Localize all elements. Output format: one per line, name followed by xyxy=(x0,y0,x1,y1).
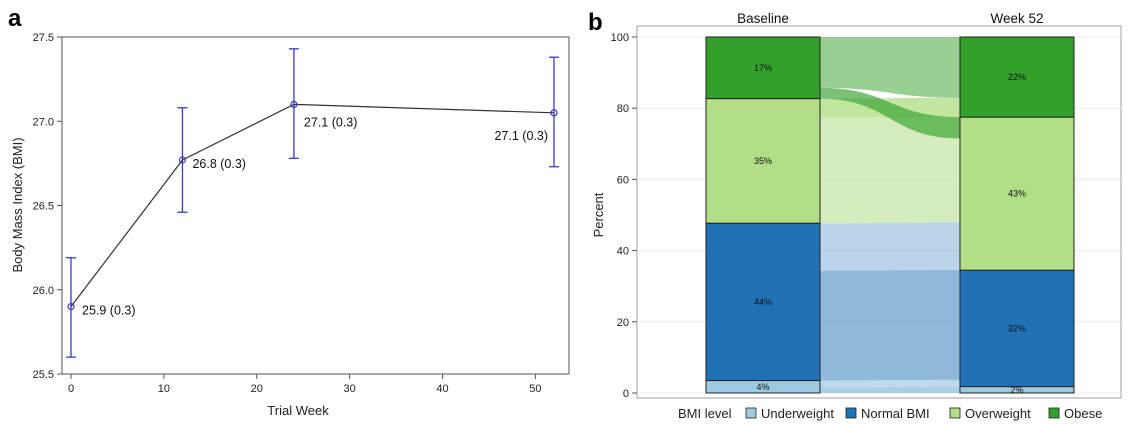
column-labels: Baseline Week 52 xyxy=(737,11,1043,26)
legend-label: Normal BMI xyxy=(861,406,930,421)
flow-band xyxy=(820,379,960,388)
x-tick-label-a: 40 xyxy=(436,383,448,395)
legend-swatch xyxy=(1048,407,1060,419)
y-axis-label-b: Percent xyxy=(591,192,606,237)
bar-segment xyxy=(705,222,821,382)
y-tick-label-b: 60 xyxy=(617,174,629,186)
legend-swatch xyxy=(845,407,857,419)
stacked-bars xyxy=(705,36,1075,394)
error-bars xyxy=(66,48,559,358)
flow-band xyxy=(820,386,960,393)
x-tick-label-a: 10 xyxy=(158,383,170,395)
series-line-path xyxy=(70,103,555,307)
x-tick-label-a: 50 xyxy=(529,383,541,395)
y-tick-label-a: 26.0 xyxy=(33,285,54,297)
y-tick-label-b: 20 xyxy=(617,317,629,329)
legend-title: BMI level xyxy=(678,406,732,421)
y-tick-label-a: 27.5 xyxy=(33,32,54,44)
data-point xyxy=(550,109,558,117)
segment-labels: 4% 44% 35% 17% 2% 32% 43% 22% xyxy=(754,63,1026,395)
bar-segment xyxy=(705,36,821,100)
x-tick-label-a: 30 xyxy=(344,383,356,395)
flow-band xyxy=(820,87,960,139)
y-tick-label-a: 25.5 xyxy=(33,369,54,381)
bar-segment xyxy=(705,98,821,224)
y-tick-label-a: 26.5 xyxy=(33,201,54,213)
flow-band xyxy=(820,222,960,271)
legend-item: Overweight xyxy=(949,406,1031,421)
legend-swatch xyxy=(745,407,757,419)
legend-label: Underweight xyxy=(761,406,834,421)
y-axis-label-a: Body Mass Index (BMI) xyxy=(10,137,25,272)
data-point xyxy=(178,156,187,164)
column-label: Baseline xyxy=(737,11,789,26)
bmi-line-chart: 25.5 26.0 26.5 27.0 27.5 0 10 20 30 40 50 Trial W… xyxy=(10,32,570,418)
legend: BMI level Underweight Normal BMI Overweight… xyxy=(678,406,1102,421)
flow-band xyxy=(820,117,960,224)
panel-b-label: b xyxy=(588,9,603,36)
column-label: Week 52 xyxy=(990,11,1043,26)
data-point xyxy=(67,303,75,311)
legend-label: Obese xyxy=(1064,406,1102,421)
y-tick-label-b: 80 xyxy=(617,103,629,115)
data-points xyxy=(67,100,558,311)
bar-segment xyxy=(959,269,1075,388)
segment-label: 35% xyxy=(754,156,772,166)
flows xyxy=(820,37,960,393)
bar-segment xyxy=(959,116,1075,271)
segment-label: 22% xyxy=(1008,72,1026,82)
error-bar xyxy=(288,48,299,159)
data-label: 27.1 (0.3) xyxy=(494,129,548,143)
data-label: 25.9 (0.3) xyxy=(82,304,136,318)
x-tick-label-a: 0 xyxy=(68,383,74,395)
x-tick-label-a: 20 xyxy=(251,383,263,395)
legend-item: Normal BMI xyxy=(845,406,930,421)
y-tick-label-b: 0 xyxy=(623,388,629,400)
legend-label: Overweight xyxy=(965,406,1031,421)
segment-label: 43% xyxy=(1008,189,1026,199)
legend-item: Underweight xyxy=(745,406,834,421)
flow-band xyxy=(820,270,960,381)
data-label: 26.8 (0.3) xyxy=(192,157,246,171)
plot-frame-a xyxy=(61,36,570,375)
y-axis-a: 25.5 26.0 26.5 27.0 27.5 xyxy=(33,32,62,381)
error-bar xyxy=(549,56,559,168)
bar-segment xyxy=(959,36,1075,118)
legend-swatch xyxy=(949,407,961,419)
error-bar xyxy=(66,257,76,358)
data-label: 27.1 (0.3) xyxy=(304,115,358,129)
y-tick-label-b: 100 xyxy=(611,32,629,44)
legend-item: Obese xyxy=(1048,406,1102,421)
data-point xyxy=(290,100,298,109)
y-axis-b: 0 20 40 60 80 100 xyxy=(611,32,637,400)
y-tick-label-a: 27.0 xyxy=(33,116,54,128)
series-line xyxy=(70,103,555,307)
data-labels: 25.9 (0.3) 26.8 (0.3) 27.1 (0.3) 27.1 (0.3) xyxy=(82,115,548,317)
x-axis-label-a: Trial Week xyxy=(267,403,329,418)
segment-label: 17% xyxy=(754,63,772,73)
bmi-alluvial-chart: 4% 44% 35% 17% 2% 32% 43% 22% 0 20 40 60 80 100 Base… xyxy=(591,11,1122,421)
x-axis-a: 0 10 20 30 40 50 xyxy=(68,374,542,395)
segment-label: 2% xyxy=(1010,385,1023,395)
panel-a-label: a xyxy=(8,5,22,32)
segment-label: 4% xyxy=(756,382,769,392)
segment-label: 44% xyxy=(754,297,772,307)
y-tick-label-b: 40 xyxy=(617,246,629,258)
flow-band xyxy=(820,37,960,98)
segment-label: 32% xyxy=(1008,323,1026,333)
